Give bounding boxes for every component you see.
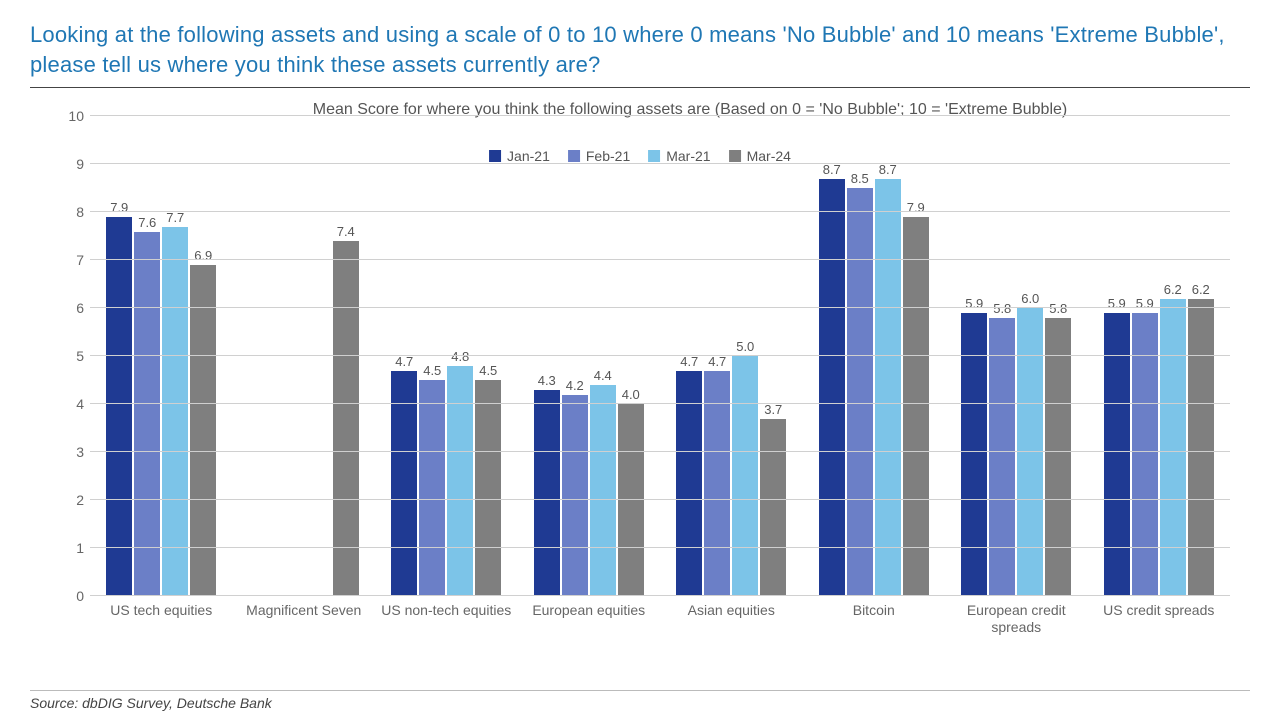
bar-value-label: 6.2 bbox=[1192, 282, 1210, 297]
y-tick: 8 bbox=[76, 204, 84, 220]
bar bbox=[162, 227, 188, 597]
chart-legend: Jan-21 Feb-21 Mar-21 Mar-24 bbox=[489, 148, 791, 164]
bar bbox=[704, 371, 730, 597]
x-label: Asian equities bbox=[666, 602, 796, 619]
bar bbox=[1045, 318, 1071, 596]
bar-value-label: 7.6 bbox=[138, 215, 156, 230]
plot-area: 7.97.67.76.97.44.74.54.84.54.34.24.44.04… bbox=[90, 116, 1230, 596]
bars-layer: 7.97.67.76.97.44.74.54.84.54.34.24.44.04… bbox=[90, 116, 1230, 596]
bar bbox=[1188, 299, 1214, 597]
bar bbox=[847, 188, 873, 596]
legend-item: Jan-21 bbox=[489, 148, 550, 164]
legend-label: Jan-21 bbox=[507, 148, 550, 164]
bar-value-label: 7.9 bbox=[907, 200, 925, 215]
gridline bbox=[90, 211, 1230, 212]
chart-container: Mean Score for where you think the follo… bbox=[30, 96, 1250, 656]
legend-swatch bbox=[489, 150, 501, 162]
x-label: US credit spreads bbox=[1094, 602, 1224, 619]
gridline bbox=[90, 499, 1230, 500]
bar-value-label: 5.0 bbox=[736, 339, 754, 354]
bar-value-label: 6.2 bbox=[1164, 282, 1182, 297]
bar-value-label: 6.0 bbox=[1021, 291, 1039, 306]
x-label: European equities bbox=[524, 602, 654, 619]
page: Looking at the following assets and usin… bbox=[0, 0, 1280, 719]
bar-value-label: 5.8 bbox=[1049, 301, 1067, 316]
legend-label: Feb-21 bbox=[586, 148, 630, 164]
y-tick: 4 bbox=[76, 396, 84, 412]
bar-value-label: 4.2 bbox=[566, 378, 584, 393]
bar bbox=[391, 371, 417, 597]
bar-value-label: 8.5 bbox=[851, 171, 869, 186]
x-label: US non-tech equities bbox=[381, 602, 511, 619]
bar-value-label: 7.4 bbox=[337, 224, 355, 239]
legend-item: Mar-24 bbox=[729, 148, 791, 164]
legend-label: Mar-24 bbox=[747, 148, 791, 164]
source-caption: Source: dbDIG Survey, Deutsche Bank bbox=[30, 690, 1250, 711]
y-tick: 5 bbox=[76, 348, 84, 364]
legend-swatch bbox=[648, 150, 660, 162]
bar bbox=[989, 318, 1015, 596]
x-label: US tech equities bbox=[96, 602, 226, 619]
y-tick: 3 bbox=[76, 444, 84, 460]
x-label: Magnificent Seven bbox=[239, 602, 369, 619]
gridline bbox=[90, 355, 1230, 356]
gridline bbox=[90, 547, 1230, 548]
bar-value-label: 5.8 bbox=[993, 301, 1011, 316]
y-axis: 012345678910 bbox=[30, 116, 90, 596]
bar bbox=[534, 390, 560, 596]
legend-item: Mar-21 bbox=[648, 148, 710, 164]
gridline bbox=[90, 451, 1230, 452]
bar bbox=[760, 419, 786, 597]
y-tick: 0 bbox=[76, 588, 84, 604]
gridline bbox=[90, 259, 1230, 260]
bar bbox=[590, 385, 616, 596]
x-label: European credit spreads bbox=[951, 602, 1081, 636]
bar-value-label: 5.9 bbox=[1136, 296, 1154, 311]
legend-item: Feb-21 bbox=[568, 148, 630, 164]
x-label: Bitcoin bbox=[809, 602, 939, 619]
bar bbox=[333, 241, 359, 596]
bar bbox=[1160, 299, 1186, 597]
y-tick: 7 bbox=[76, 252, 84, 268]
bar bbox=[618, 404, 644, 596]
bar bbox=[875, 179, 901, 597]
page-title: Looking at the following assets and usin… bbox=[30, 20, 1250, 88]
bar bbox=[903, 217, 929, 596]
bar bbox=[676, 371, 702, 597]
legend-label: Mar-21 bbox=[666, 148, 710, 164]
bar-value-label: 7.9 bbox=[110, 200, 128, 215]
legend-swatch bbox=[568, 150, 580, 162]
bar bbox=[106, 217, 132, 596]
y-tick: 6 bbox=[76, 300, 84, 316]
bar bbox=[447, 366, 473, 596]
y-tick: 9 bbox=[76, 156, 84, 172]
bar-value-label: 4.8 bbox=[451, 349, 469, 364]
bar bbox=[419, 380, 445, 596]
bar-value-label: 4.0 bbox=[622, 387, 640, 402]
bar bbox=[732, 356, 758, 596]
bar-value-label: 4.3 bbox=[538, 373, 556, 388]
gridline bbox=[90, 115, 1230, 116]
bar bbox=[134, 232, 160, 597]
bar bbox=[475, 380, 501, 596]
bar-value-label: 6.9 bbox=[194, 248, 212, 263]
bar-value-label: 4.5 bbox=[479, 363, 497, 378]
x-axis: US tech equities Magnificent Seven US non-… bbox=[90, 596, 1230, 656]
bar-value-label: 5.9 bbox=[1108, 296, 1126, 311]
y-tick: 1 bbox=[76, 540, 84, 556]
y-tick: 10 bbox=[68, 108, 84, 124]
legend-swatch bbox=[729, 150, 741, 162]
gridline bbox=[90, 307, 1230, 308]
bar-value-label: 5.9 bbox=[965, 296, 983, 311]
gridline bbox=[90, 403, 1230, 404]
y-tick: 2 bbox=[76, 492, 84, 508]
bar bbox=[819, 179, 845, 597]
bar-value-label: 4.4 bbox=[594, 368, 612, 383]
bar-value-label: 4.5 bbox=[423, 363, 441, 378]
bar bbox=[562, 395, 588, 597]
bar bbox=[1017, 308, 1043, 596]
